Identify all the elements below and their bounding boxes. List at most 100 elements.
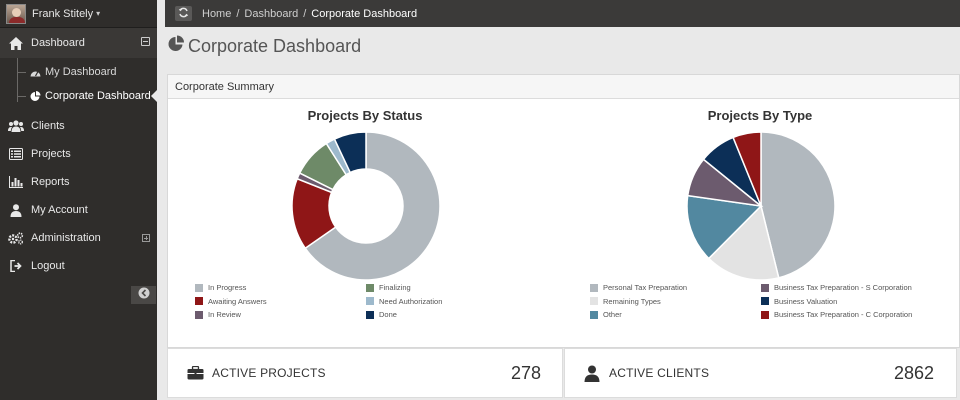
breadcrumb-separator: / xyxy=(236,7,240,20)
user-icon xyxy=(583,365,601,382)
legend-item[interactable]: Awaiting Answers xyxy=(195,295,365,309)
legend-label: Personal Tax Preparation xyxy=(603,283,688,293)
sidebar-item-administration[interactable]: Administration xyxy=(0,224,157,252)
projects-by-type-chart xyxy=(686,131,836,281)
legend-label: Need Authorization xyxy=(379,296,443,306)
legend-swatch xyxy=(195,297,203,306)
panel-header: Corporate Summary xyxy=(168,75,959,99)
breadcrumb-dashboard[interactable]: Dashboard xyxy=(244,7,299,20)
legend-label: Finalizing xyxy=(379,283,411,293)
legend-swatch xyxy=(761,297,769,306)
refresh-button[interactable] xyxy=(175,6,192,21)
sidebar-item-label: Reports xyxy=(31,176,70,188)
legend-item[interactable]: Business Tax Preparation - C Corporation xyxy=(761,308,941,322)
panel-title: Corporate Summary xyxy=(175,80,275,93)
legend-swatch xyxy=(366,297,374,306)
chart-title-type: Projects By Type xyxy=(707,108,813,123)
sidebar-item-label: Projects xyxy=(31,148,71,160)
pie-slice-done[interactable] xyxy=(333,131,367,174)
pie-chart-icon xyxy=(168,35,185,57)
breadcrumb-home[interactable]: Home xyxy=(202,7,232,20)
legend-item[interactable]: Need Authorization xyxy=(366,295,536,309)
sidebar-item-my-account[interactable]: My Account xyxy=(0,196,157,224)
gauge-icon xyxy=(30,66,42,78)
legend-item[interactable]: Other xyxy=(590,308,760,322)
collapse-sidebar-button[interactable] xyxy=(131,286,156,304)
sidebar-item-corporate-dashboard[interactable]: Corporate Dashboard xyxy=(0,84,157,108)
legend-label: In Review xyxy=(208,310,241,320)
legend-label: Other xyxy=(603,310,622,320)
legend-swatch xyxy=(195,283,203,292)
sidebar-item-dashboard[interactable]: Dashboard xyxy=(0,28,157,58)
legend-swatch xyxy=(195,310,203,319)
legend-label: In Progress xyxy=(208,283,247,293)
users-icon xyxy=(8,119,24,133)
home-icon xyxy=(8,36,24,50)
legend-swatch xyxy=(590,297,598,306)
bar-chart-icon xyxy=(8,175,24,189)
avatar xyxy=(6,3,26,24)
breadcrumb-separator: / xyxy=(303,7,307,20)
active-clients-card[interactable]: ACTIVE CLIENTS 2862 xyxy=(564,348,957,398)
stat-value: 2862 xyxy=(893,362,934,383)
user-icon xyxy=(8,203,24,217)
legend-swatch xyxy=(590,283,598,292)
pie-slice-in-progress[interactable] xyxy=(304,131,441,281)
legend-swatch xyxy=(761,310,769,319)
stat-value: 278 xyxy=(510,362,541,383)
pie-slice-business-tax-preparation-c-corporation[interactable] xyxy=(732,131,762,207)
sidebar-item-label: Clients xyxy=(31,120,65,132)
chevron-down-icon: ▾ xyxy=(96,9,101,18)
legend-item[interactable]: In Progress xyxy=(195,281,365,295)
corporate-summary-panel: Corporate Summary Projects By Status Pro… xyxy=(167,74,960,348)
sidebar-item-label: Dashboard xyxy=(31,37,85,49)
sidebar-item-reports[interactable]: Reports xyxy=(0,168,157,196)
user-menu[interactable]: Frank Stitely ▾ xyxy=(0,0,157,28)
pie-slice-other[interactable] xyxy=(686,194,763,260)
stat-label: ACTIVE PROJECTS xyxy=(212,366,326,380)
active-projects-card[interactable]: ACTIVE PROJECTS 278 xyxy=(167,348,563,398)
legend-item[interactable]: Personal Tax Preparation xyxy=(590,281,760,295)
collapse-toggle-icon[interactable] xyxy=(141,37,150,46)
sidebar-item-logout[interactable]: Logout xyxy=(0,252,157,280)
arrow-circle-left-icon xyxy=(138,286,150,304)
pie-chart-icon xyxy=(30,90,42,102)
page-title: Corporate Dashboard xyxy=(188,35,362,56)
sidebar-item-label: My Dashboard xyxy=(45,66,117,78)
legend-swatch xyxy=(761,283,769,292)
legend-item[interactable]: Business Valuation xyxy=(761,295,941,309)
legend-item[interactable]: Remaining Types xyxy=(590,295,760,309)
stats-row: ACTIVE PROJECTS 278 ACTIVE CLIENTS 2862 xyxy=(167,348,960,400)
expand-toggle-icon[interactable] xyxy=(142,234,150,242)
sidebar-item-clients[interactable]: Clients xyxy=(0,112,157,140)
legend-label: Done xyxy=(379,310,397,320)
list-icon xyxy=(8,147,24,161)
legend-label: Remaining Types xyxy=(603,296,661,306)
sidebar-item-projects[interactable]: Projects xyxy=(0,140,157,168)
sidebar-item-label: Corporate Dashboard xyxy=(45,90,151,102)
dashboard-submenu: My Dashboard Corporate Dashboard xyxy=(0,58,157,112)
chart-title-status: Projects By Status xyxy=(307,108,423,123)
pie-slice-remaining-types[interactable] xyxy=(707,204,780,281)
sidebar-item-label: My Account xyxy=(31,204,88,216)
top-bar: Home / Dashboard / Corporate Dashboard xyxy=(165,0,960,27)
projects-by-status-chart xyxy=(291,131,441,281)
sidebar-item-my-dashboard[interactable]: My Dashboard xyxy=(0,60,157,84)
stat-label: ACTIVE CLIENTS xyxy=(609,366,710,380)
legend-swatch xyxy=(366,283,374,292)
legend-swatch xyxy=(366,310,374,319)
legend-item[interactable]: Finalizing xyxy=(366,281,536,295)
legend-item[interactable]: Business Tax Preparation - S Corporation xyxy=(761,281,941,295)
legend-item[interactable]: In Review xyxy=(195,308,365,322)
legend-label: Business Tax Preparation - S Corporation xyxy=(774,283,912,293)
sidebar: Frank Stitely ▾ Dashboard My Dashboard C… xyxy=(0,0,157,400)
refresh-icon xyxy=(178,7,189,21)
gears-icon xyxy=(8,231,24,245)
sign-out-icon xyxy=(8,259,24,273)
legend-swatch xyxy=(590,310,598,319)
briefcase-icon xyxy=(186,365,204,381)
sidebar-item-label: Logout xyxy=(31,260,65,272)
pie-slice-personal-tax-preparation[interactable] xyxy=(760,131,836,279)
legend-item[interactable]: Done xyxy=(366,308,536,322)
legend-label: Awaiting Answers xyxy=(208,296,267,306)
